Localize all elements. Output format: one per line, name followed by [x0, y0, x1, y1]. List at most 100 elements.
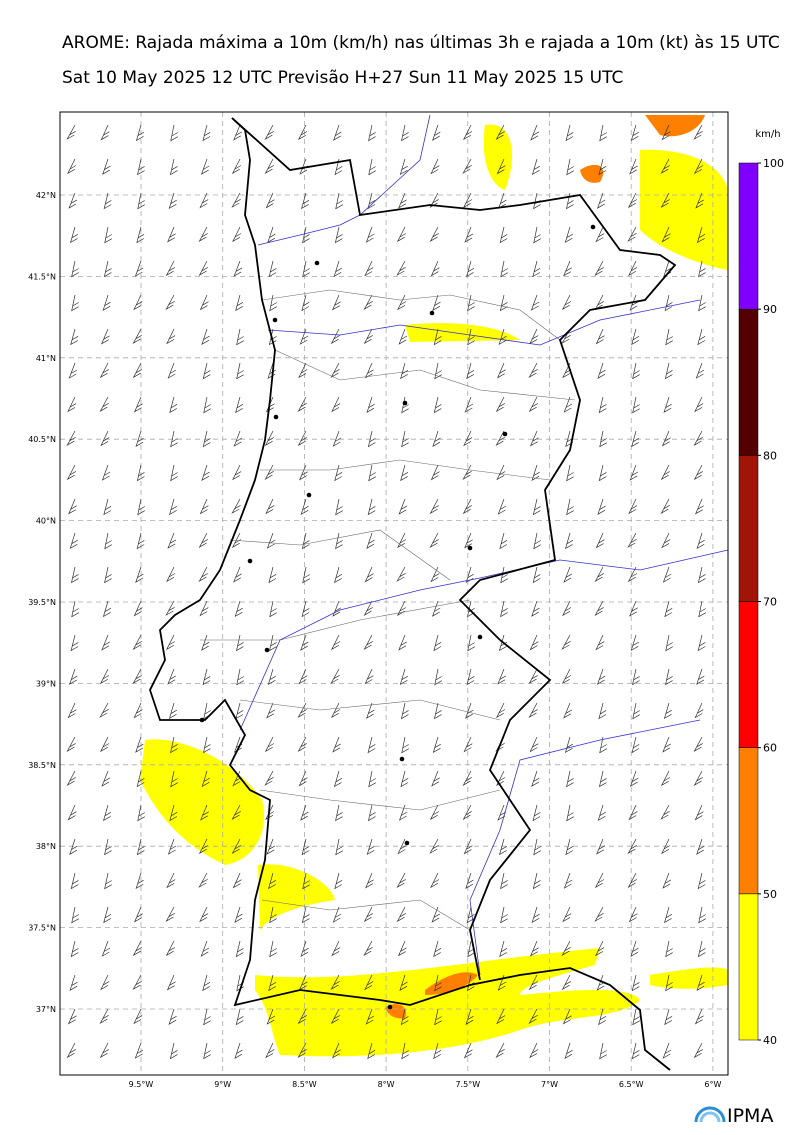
city [199, 717, 205, 723]
wind-barb [598, 464, 607, 482]
wind-barb [595, 226, 605, 243]
district-border [261, 899, 471, 931]
wind-barb [664, 362, 673, 380]
wind-barb [496, 464, 506, 481]
river [267, 299, 701, 346]
wind-barb [627, 872, 637, 889]
wind-barb [696, 226, 706, 244]
wind-barb [495, 770, 506, 787]
gust-areas [140, 124, 728, 1057]
wind-barb [199, 192, 209, 209]
wind-barb [432, 430, 441, 447]
wind-barb [432, 736, 441, 754]
wind-barb [302, 260, 310, 278]
map-frame [59, 111, 729, 1076]
wind-barb [432, 124, 441, 141]
wind-barb [334, 226, 343, 244]
wind-barb [133, 600, 143, 617]
graticule [60, 112, 728, 1075]
wind-barb [533, 226, 541, 244]
wind-barb [530, 294, 540, 311]
wind-barb [68, 498, 77, 515]
wind-barb [396, 260, 406, 276]
wind-barb [268, 872, 277, 890]
coastline [149, 117, 671, 1071]
wind-barb [662, 872, 672, 889]
wind-barb [198, 260, 208, 277]
wind-barb [434, 1008, 442, 1026]
wind-barb [236, 362, 244, 380]
wind-barb [232, 872, 242, 889]
wind-barb [330, 328, 340, 345]
wind-barb [334, 464, 343, 482]
wind-barb [70, 566, 79, 584]
wind-barb [495, 430, 505, 447]
national-border [231, 117, 677, 981]
wind-barb [630, 634, 639, 652]
wind-barb [165, 906, 175, 923]
wind-barb [330, 1008, 340, 1025]
wind-barb [698, 600, 706, 618]
wind-barb [500, 260, 508, 278]
district-border [229, 529, 451, 581]
wind-barb [532, 498, 541, 516]
colorbar-label: 100 [763, 157, 784, 170]
wind-barb [398, 634, 407, 651]
wind-barb [399, 668, 408, 686]
wind-barb [266, 1008, 276, 1025]
wind-barb [397, 940, 407, 957]
wind-barb [134, 260, 144, 277]
wind-barb [363, 940, 373, 957]
wind-barb [565, 838, 574, 856]
wind-barb [332, 736, 341, 753]
wind-barb [627, 192, 638, 209]
wind-barb [697, 634, 706, 652]
wind-barb [269, 600, 277, 618]
wind-barb [233, 566, 242, 583]
wind-barb [500, 872, 508, 890]
wind-barb [665, 634, 673, 652]
wind-barb [234, 1042, 243, 1059]
wind-barb [332, 906, 342, 923]
wind-barb [233, 124, 242, 141]
wind-barb [694, 396, 704, 413]
wind-barb [660, 158, 670, 175]
wind-barb [694, 804, 704, 821]
wind-barb [332, 430, 342, 447]
wind-barb [368, 770, 376, 788]
wind-barb [466, 668, 475, 686]
map-background [60, 112, 728, 1075]
wind-barb [462, 804, 472, 821]
wind-barb [528, 1008, 538, 1025]
wind-barb [333, 770, 343, 788]
wind-barb [629, 770, 639, 787]
wind-barb [531, 906, 540, 924]
wind-barb [265, 1042, 275, 1059]
wind-barb [200, 940, 210, 957]
wind-barb [561, 294, 572, 311]
wind-barb [631, 668, 640, 686]
wind-barb [235, 940, 244, 958]
wind-barb [696, 838, 705, 855]
wind-barb [495, 1042, 505, 1059]
wind-barb [299, 328, 309, 345]
logo-arc [694, 1106, 726, 1123]
wind-barb [561, 668, 572, 685]
wind-barb [201, 464, 210, 481]
river [239, 549, 729, 731]
wind-barb [528, 396, 538, 413]
wind-barb [566, 498, 574, 516]
wind-barb [99, 668, 110, 685]
wind-barb [430, 260, 440, 277]
wind-barb [631, 328, 640, 346]
wind-barb [562, 1008, 572, 1025]
gust-area [640, 149, 728, 270]
colorbar-label: 40 [763, 1034, 777, 1047]
wind-barb [561, 940, 571, 957]
wind-barb [693, 158, 704, 175]
wind-barb [363, 328, 373, 345]
wind-barb [430, 464, 440, 481]
cities [199, 224, 596, 1010]
wind-barb [103, 192, 112, 210]
wind-barb [529, 430, 539, 447]
